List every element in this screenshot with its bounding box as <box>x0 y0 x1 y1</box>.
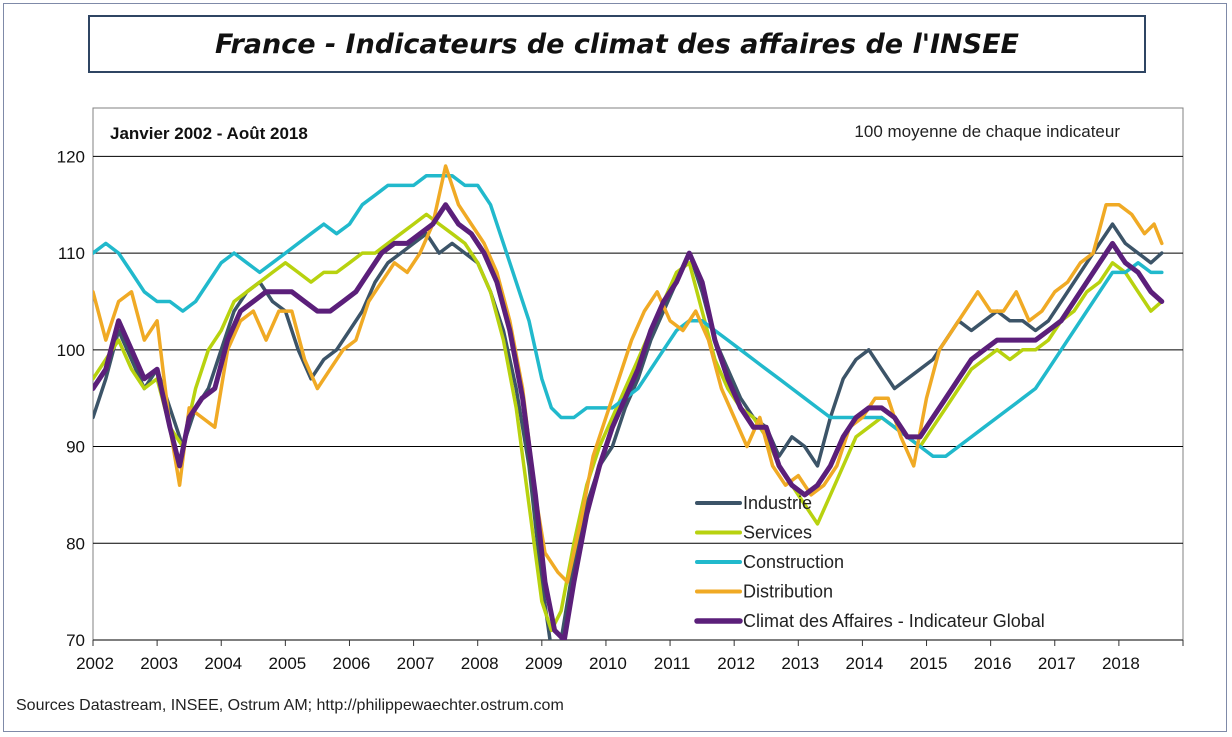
series-line-4 <box>93 202 1165 640</box>
period-note: Janvier 2002 - Août 2018 <box>110 124 308 143</box>
x-tick-label: 2014 <box>845 654 883 673</box>
x-tick-label: 2005 <box>268 654 306 673</box>
legend-label: Industrie <box>743 493 812 513</box>
x-tick-label: 2015 <box>910 654 948 673</box>
x-tick-label: 2006 <box>333 654 371 673</box>
x-tick-label: 2004 <box>204 654 242 673</box>
y-tick-label: 100 <box>57 341 85 360</box>
x-tick-label: 2003 <box>140 654 178 673</box>
x-tick-label: 2017 <box>1038 654 1076 673</box>
x-tick-label: 2008 <box>461 654 499 673</box>
y-tick-label: 110 <box>58 244 85 263</box>
x-tick-label: 2011 <box>654 654 691 673</box>
legend-label: Construction <box>743 552 844 572</box>
series-line-1 <box>93 212 1164 633</box>
legend-label: Services <box>743 523 812 543</box>
title-box: France - Indicateurs de climat des affai… <box>88 15 1146 73</box>
x-tick-label: 2007 <box>397 654 435 673</box>
y-tick-label: 80 <box>66 534 85 553</box>
x-tick-label: 2002 <box>76 654 114 673</box>
x-tick-label: 2013 <box>781 654 819 673</box>
y-tick-label: 120 <box>57 147 85 166</box>
x-tick-label: 2010 <box>589 654 627 673</box>
base-note: 100 moyenne de chaque indicateur <box>854 122 1120 141</box>
x-tick-label: 2016 <box>974 654 1012 673</box>
y-tick-label: 70 <box>66 631 85 650</box>
chart-title: France - Indicateurs de climat des affai… <box>215 28 1019 60</box>
series-line-0 <box>93 222 1164 640</box>
x-tick-label: 2009 <box>525 654 563 673</box>
legend-label: Distribution <box>743 582 833 602</box>
x-tick-label: 2012 <box>717 654 755 673</box>
y-tick-label: 90 <box>66 438 85 457</box>
series-line-3 <box>93 164 1164 584</box>
legend-label: Climat des Affaires - Indicateur Global <box>743 611 1045 631</box>
chart-frame <box>3 3 1227 732</box>
x-tick-label: 2018 <box>1102 654 1140 673</box>
source-note: Sources Datastream, INSEE, Ostrum AM; ht… <box>16 697 564 714</box>
